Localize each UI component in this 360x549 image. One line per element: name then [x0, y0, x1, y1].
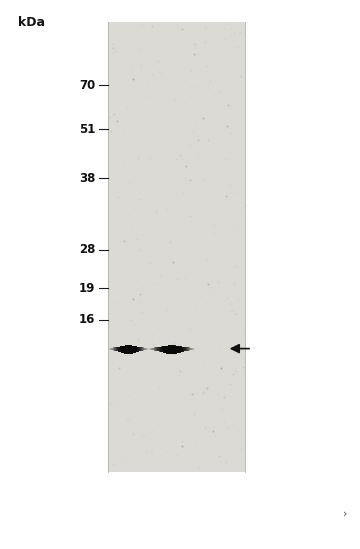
Text: 70: 70	[79, 79, 95, 92]
Text: 38: 38	[79, 172, 95, 185]
Text: ›: ›	[343, 508, 348, 518]
Bar	[108, 22, 245, 472]
Text: 19: 19	[79, 282, 95, 295]
Text: 16: 16	[79, 313, 95, 326]
Text: 28: 28	[79, 243, 95, 256]
Text: 51: 51	[79, 122, 95, 136]
Text: kDa: kDa	[18, 16, 45, 30]
